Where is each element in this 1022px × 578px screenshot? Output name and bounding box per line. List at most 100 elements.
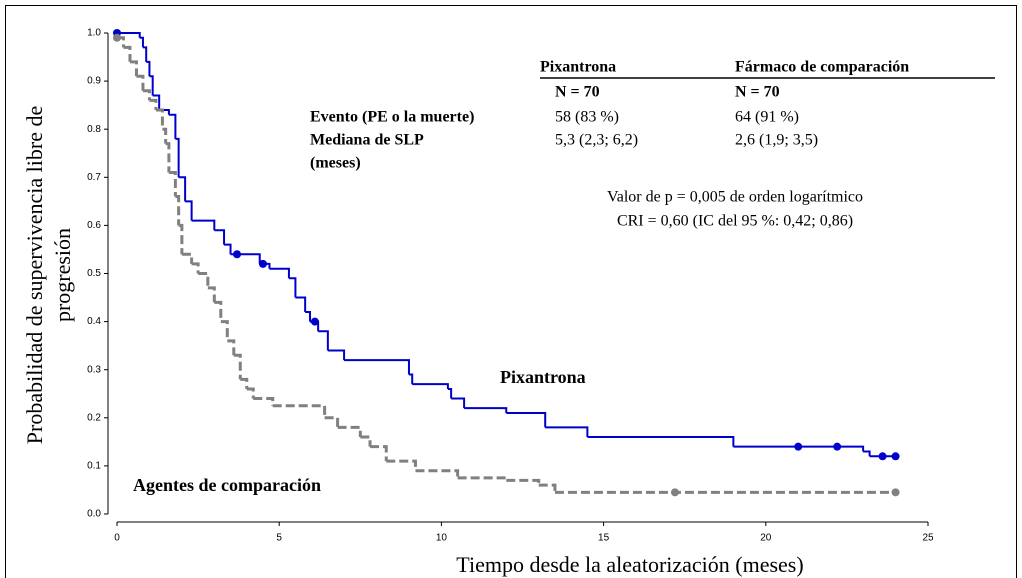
survival-step	[152, 94, 161, 110]
censor-mark	[258, 259, 267, 268]
survival-step	[214, 229, 226, 245]
censor-mark	[670, 488, 679, 497]
survival-step	[272, 404, 327, 418]
survival-step	[149, 75, 154, 96]
survival-step	[149, 98, 158, 110]
survival-step	[295, 296, 307, 312]
x-tick-label: 10	[436, 533, 448, 544]
row-label: (meses)	[310, 155, 361, 172]
survival-step	[175, 137, 180, 178]
survival-step	[415, 469, 460, 478]
survival-step	[240, 377, 249, 389]
survival-step	[139, 36, 144, 48]
table-n: N = 70	[555, 84, 600, 101]
survival-step	[129, 60, 138, 77]
y-tick-label: 0.2	[87, 412, 101, 423]
survival-step	[464, 407, 508, 413]
survival-step	[288, 277, 297, 298]
series-label: Pixantrona	[500, 367, 586, 387]
survival-step	[123, 45, 132, 62]
censor-mark	[310, 317, 319, 326]
censor-mark	[113, 33, 121, 42]
survival-step	[142, 89, 151, 101]
survival-step	[214, 300, 223, 322]
y-axis-title: progresión	[50, 228, 75, 322]
y-tick-label: 0.8	[87, 124, 101, 135]
survival-step	[168, 113, 177, 139]
x-tick-label: 5	[276, 533, 282, 544]
survival-step	[538, 483, 557, 493]
censor-mark	[891, 452, 900, 461]
table-cell: 5,3 (2,3; 6,2)	[555, 132, 638, 149]
survival-step	[324, 416, 340, 428]
survival-step	[386, 459, 417, 471]
survival-step	[162, 127, 168, 144]
censor-mark	[794, 442, 803, 451]
survival-step	[191, 219, 216, 231]
survival-step	[269, 267, 290, 279]
survival-step	[227, 339, 236, 356]
survival-step	[178, 223, 184, 255]
survival-step	[178, 176, 187, 202]
x-tick-label: 15	[598, 533, 610, 544]
survival-step	[165, 142, 171, 173]
survival-step	[220, 320, 229, 341]
y-tick-label: 0.9	[87, 76, 101, 87]
survival-step	[451, 397, 466, 409]
survival-step	[233, 353, 242, 380]
survival-step	[155, 108, 164, 130]
y-tick-label: 0.0	[87, 509, 101, 520]
table-n: N = 70	[735, 84, 780, 101]
annotation: CRI = 0,60 (IC del 95 %: 0,42; 0,86)	[617, 213, 853, 230]
survival-step	[408, 373, 414, 385]
survival-step	[207, 286, 216, 303]
survival-step	[360, 435, 372, 447]
survival-step	[191, 262, 200, 274]
row-label: Mediana de SLP	[310, 132, 424, 149]
censor-mark	[878, 452, 887, 461]
survival-step	[506, 411, 547, 428]
table-header: Pixantrona	[540, 59, 616, 76]
y-tick-label: 1.0	[87, 28, 101, 39]
x-tick-label: 20	[760, 533, 772, 544]
table-header: Fármaco de comparación	[735, 59, 909, 76]
survival-step	[198, 272, 210, 288]
survival-step	[136, 74, 145, 91]
censor-mark	[833, 442, 842, 451]
survival-step	[253, 397, 275, 406]
x-tick-label: 25	[922, 533, 934, 544]
table-cell: 2,6 (1,9; 3,5)	[735, 132, 818, 149]
survival-step	[370, 445, 388, 462]
survival-step	[733, 445, 865, 452]
survival-step	[224, 243, 232, 255]
survival-step	[545, 426, 589, 438]
survival-step	[587, 436, 735, 447]
y-tick-label: 0.4	[87, 316, 101, 327]
survival-step	[337, 425, 362, 438]
y-tick-label: 0.3	[87, 364, 101, 375]
x-axis-title: Tiempo desde la aleatorización (meses)	[456, 552, 803, 577]
survival-step	[142, 46, 148, 62]
survival-step	[305, 310, 312, 322]
table-cell: 64 (91 %)	[735, 109, 799, 126]
censor-mark	[233, 250, 242, 259]
table-cell: 58 (83 %)	[555, 109, 619, 126]
survival-step	[327, 349, 346, 361]
x-tick-label: 0	[114, 533, 120, 544]
y-tick-label: 0.5	[87, 268, 101, 279]
survival-step	[246, 387, 255, 399]
annotation: Valor de p = 0,005 de orden logarítmico	[607, 189, 863, 206]
y-axis-title: Probabilidad de supervivencia libre de	[22, 106, 47, 444]
censor-mark	[891, 488, 900, 497]
survival-step	[175, 195, 181, 226]
survival-step	[506, 478, 541, 486]
survival-step	[146, 60, 151, 77]
frame	[5, 5, 1017, 578]
survival-step	[185, 200, 193, 221]
y-tick-label: 0.6	[87, 220, 101, 231]
survival-step	[412, 383, 449, 389]
survival-step	[318, 330, 329, 351]
survival-step	[117, 32, 141, 38]
